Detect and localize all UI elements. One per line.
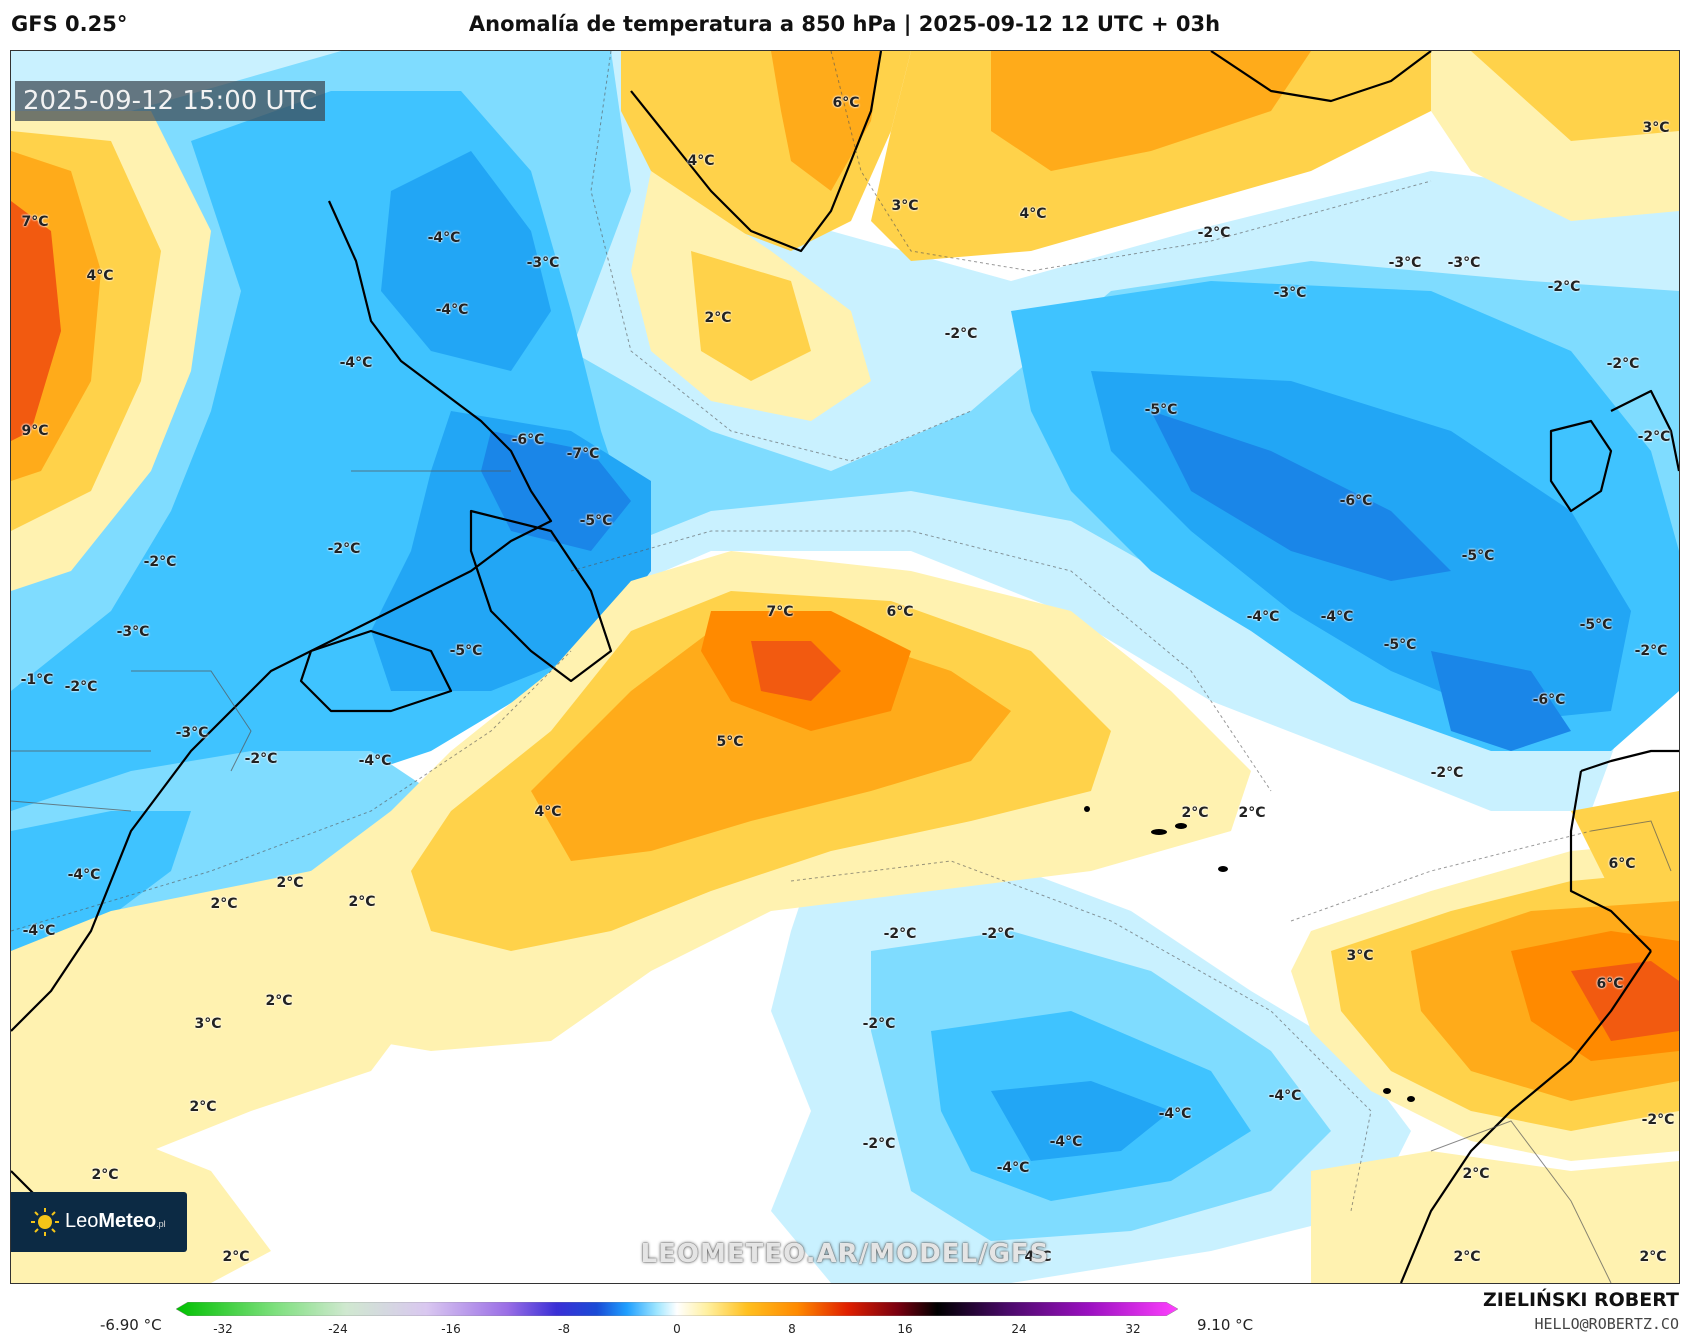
temp-label: -4°C [339, 355, 373, 371]
temp-label: -3°C [1447, 255, 1481, 271]
temp-label: 2°C [189, 1099, 217, 1115]
temp-label: -5°C [449, 643, 483, 659]
temp-label: -4°C [67, 867, 101, 883]
colorbar-tick: 16 [897, 1322, 913, 1336]
temp-label: 2°C [1453, 1249, 1481, 1265]
valid-time-badge: 2025-09-12 15:00 UTC [15, 81, 326, 121]
temp-label: -4°C [427, 230, 461, 246]
temp-label: -2°C [1606, 356, 1640, 372]
leometeo-logo: LeoMeteo.pl [11, 1192, 187, 1252]
temp-label: -3°C [116, 624, 150, 640]
temp-label: 3°C [1642, 120, 1670, 136]
temp-label: -3°C [175, 725, 209, 741]
temp-label: -2°C [1634, 643, 1668, 659]
temp-label: 2°C [276, 875, 304, 891]
temp-label: -4°C [1158, 1106, 1192, 1122]
temp-label: 2°C [91, 1167, 119, 1183]
colorbar-min-label: -6.90 °C [100, 1316, 162, 1334]
temp-label: -4°C [22, 923, 56, 939]
temp-label: -2°C [1637, 429, 1671, 445]
temp-label: -2°C [981, 926, 1015, 942]
source-watermark: LEOMETEO.AR/MODEL/GFS [640, 1239, 1050, 1269]
colorbar-tick: 8 [788, 1322, 796, 1336]
temp-label: 4°C [534, 804, 562, 820]
temp-label: 2°C [1238, 805, 1266, 821]
temp-label: -4°C [996, 1160, 1030, 1176]
sun-icon [31, 1208, 59, 1236]
temp-label: 2°C [210, 896, 238, 912]
temp-label: -2°C [64, 679, 98, 695]
temp-label: -2°C [862, 1136, 896, 1152]
temp-label: -2°C [1547, 279, 1581, 295]
temp-label: -2°C [143, 554, 177, 570]
author-email: HELLO@ROBERTZ.CO [1534, 1315, 1680, 1333]
temp-label: -6°C [1532, 692, 1566, 708]
colorbar-tick: -8 [558, 1322, 570, 1336]
temp-label: 3°C [1346, 948, 1374, 964]
temp-label: 7°C [766, 604, 794, 620]
temp-label: -5°C [1144, 402, 1178, 418]
temp-label: 2°C [348, 894, 376, 910]
temp-label: -1°C [20, 672, 54, 688]
map-area: 2025-09-12 15:00 UTC 7°C 4°C 9°C -4°C -3… [10, 50, 1680, 1284]
temp-label: 2°C [265, 993, 293, 1009]
colorbar-tick: 32 [1125, 1322, 1141, 1336]
temp-label: 6°C [886, 604, 914, 620]
colorbar-tick: -24 [328, 1322, 348, 1336]
temp-label: -5°C [1461, 548, 1495, 564]
temp-label: -2°C [327, 541, 361, 557]
temp-label: -3°C [526, 255, 560, 271]
temp-label: 9°C [21, 423, 49, 439]
temp-label: -5°C [1579, 617, 1613, 633]
temp-label: 2°C [1181, 805, 1209, 821]
temp-label: -4°C [1268, 1088, 1302, 1104]
colorbar [176, 1302, 1178, 1316]
temp-label: 4°C [687, 153, 715, 169]
temp-label: -2°C [1641, 1112, 1675, 1128]
temp-label: -4°C [1320, 609, 1354, 625]
temp-label: 4°C [86, 268, 114, 284]
temp-label: -3°C [1273, 285, 1307, 301]
colorbar-tick: -32 [213, 1322, 233, 1336]
temp-label: -3°C [1388, 255, 1422, 271]
anomaly-map [11, 51, 1679, 1283]
temp-label: -5°C [579, 513, 613, 529]
temp-label: -2°C [883, 926, 917, 942]
temp-label: -2°C [1197, 225, 1231, 241]
temp-label: 7°C [21, 214, 49, 230]
temp-label: -6°C [1339, 493, 1373, 509]
author-name: ZIELIŃSKI ROBERT [1483, 1289, 1679, 1311]
temp-label: 2°C [1462, 1166, 1490, 1182]
temp-label: -2°C [1430, 765, 1464, 781]
temp-label: -6°C [511, 432, 545, 448]
temp-label: -7°C [566, 446, 600, 462]
temp-label: 2°C [1639, 1249, 1667, 1265]
temp-label: -2°C [944, 326, 978, 342]
temp-label: 6°C [1608, 856, 1636, 872]
temp-label: -4°C [1049, 1134, 1083, 1150]
logo-text: LeoMeteo.pl [65, 1210, 166, 1232]
temp-label: 6°C [1596, 976, 1624, 992]
temp-label: -4°C [435, 302, 469, 318]
colorbar-tick: 0 [673, 1322, 681, 1336]
temp-label: 3°C [194, 1016, 222, 1032]
temp-label: 6°C [832, 95, 860, 111]
temp-label: 4°C [1019, 206, 1047, 222]
temp-label: -5°C [1383, 637, 1417, 653]
colorbar-tick: -16 [441, 1322, 461, 1336]
temp-label: -4°C [358, 753, 392, 769]
temp-label: 3°C [891, 198, 919, 214]
temp-label: -2°C [244, 751, 278, 767]
temp-label: 2°C [222, 1249, 250, 1265]
colorbar-tick: 24 [1011, 1322, 1027, 1336]
temp-label: -4°C [1246, 609, 1280, 625]
model-name: GFS 0.25° [11, 12, 128, 36]
temp-label: 5°C [716, 734, 744, 750]
map-title: Anomalía de temperatura a 850 hPa | 2025… [468, 12, 1221, 36]
temp-label: -2°C [862, 1016, 896, 1032]
temp-label: 2°C [704, 310, 732, 326]
colorbar-max-label: 9.10 °C [1197, 1316, 1254, 1334]
temp-label: 4°C [1024, 1249, 1052, 1265]
